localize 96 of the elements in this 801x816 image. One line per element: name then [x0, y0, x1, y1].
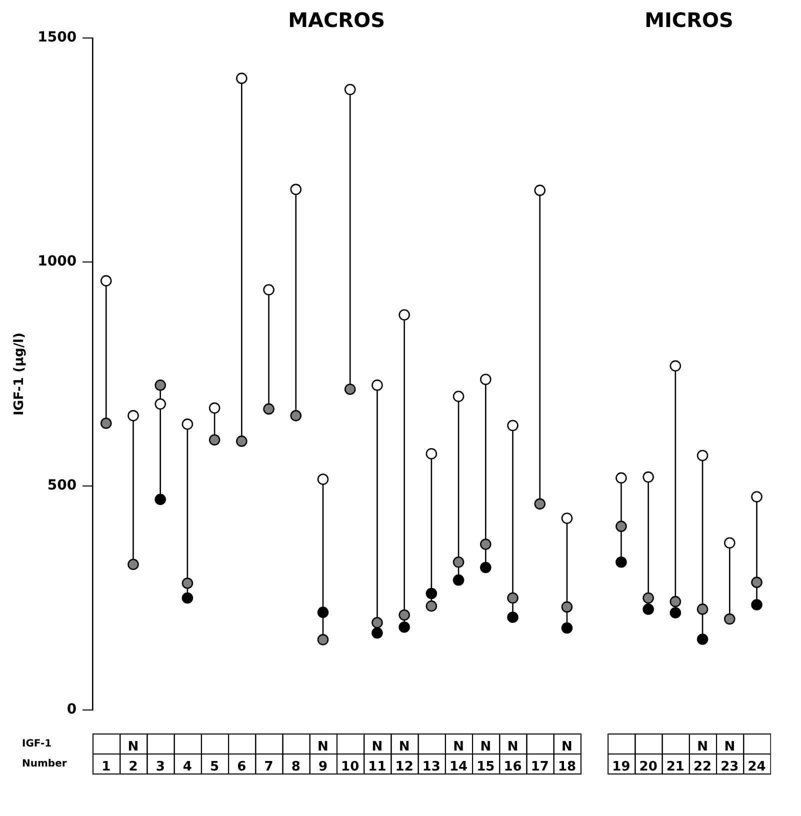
point: [208, 434, 220, 446]
point: [372, 380, 383, 391]
point: [751, 576, 762, 588]
point: [372, 616, 383, 628]
point: [398, 309, 410, 321]
text: MACROS: [288, 8, 385, 32]
x-tick-label: N 9: [318, 739, 328, 774]
x-tick-label: 6: [237, 759, 246, 774]
point: [290, 410, 302, 422]
point: [534, 184, 546, 196]
point: [263, 403, 274, 415]
point: [182, 418, 194, 430]
point: [317, 474, 329, 485]
point: [670, 596, 682, 608]
point: [534, 498, 546, 510]
y-tick-label: 1500: [38, 30, 77, 46]
point: [128, 410, 139, 422]
point: [128, 558, 139, 570]
x-tick-label: 5: [210, 759, 220, 774]
point: [317, 606, 329, 618]
point: [670, 360, 682, 372]
point: [344, 384, 356, 395]
text: MICROS: [644, 8, 734, 32]
point: [724, 613, 736, 625]
point: [642, 592, 654, 604]
point: [751, 599, 762, 610]
x-axis-title: Number: [22, 758, 67, 770]
point: [236, 72, 248, 84]
point: [182, 592, 194, 604]
point: [426, 600, 438, 612]
x-tick-label: N 11: [368, 739, 386, 774]
x-tick-label: N 18: [558, 739, 576, 774]
x-tick-label: N 16: [504, 739, 522, 774]
point: [616, 556, 627, 568]
x-tick-label: N 22: [693, 739, 712, 774]
y-axis-title: IGF-1 (µg/l): [12, 332, 28, 416]
point: [751, 491, 762, 502]
x-tick-label: 24: [748, 759, 766, 774]
x-tick-label: 4: [182, 759, 192, 774]
point: [696, 634, 708, 645]
point: [561, 601, 573, 613]
point: [154, 398, 166, 410]
point: [182, 578, 194, 589]
point: [561, 622, 573, 634]
x-tick-label: 3: [156, 759, 165, 774]
point: [100, 418, 112, 429]
y-tick-label: 500: [47, 478, 77, 494]
point: [154, 494, 166, 506]
point: [317, 634, 329, 646]
point: [452, 390, 464, 402]
x-tick-label: N 14: [450, 739, 468, 774]
text: IGF-1: [22, 738, 52, 750]
x-tick-label: 7: [264, 759, 274, 774]
point: [507, 612, 518, 623]
point: [426, 588, 438, 600]
point: [642, 471, 654, 483]
x-tick-label: 19: [612, 759, 630, 774]
point: [452, 574, 464, 586]
point: [426, 448, 438, 460]
point: [398, 609, 410, 621]
point: [290, 184, 302, 196]
point: [154, 380, 166, 391]
x-tick-label: 20: [639, 759, 658, 774]
point: [480, 562, 492, 574]
point: [616, 472, 627, 484]
point: [561, 512, 573, 524]
y-tick-label: 1000: [38, 254, 77, 270]
point: [263, 284, 274, 296]
x-tick-label: N 12: [395, 739, 414, 774]
point: [100, 275, 112, 286]
point: [452, 556, 464, 568]
point: [372, 627, 383, 639]
x-tick-label: N 15: [476, 739, 495, 774]
x-tick-label: 17: [530, 759, 549, 774]
x-tick-label: 10: [341, 759, 360, 774]
point: [398, 621, 410, 633]
point: [480, 538, 492, 550]
point: [507, 592, 518, 604]
point: [670, 607, 682, 618]
x-tick-label: N 2: [128, 739, 139, 774]
x-tick-label: 1: [102, 759, 111, 774]
x-tick-label: N 23: [720, 739, 739, 774]
point: [507, 420, 518, 432]
point: [696, 450, 708, 462]
point: [236, 436, 248, 447]
point: [724, 537, 736, 549]
point: [642, 604, 654, 615]
x-tick-label: 21: [666, 759, 684, 774]
x-tick-label: 13: [422, 759, 440, 774]
point: [208, 402, 220, 414]
point: [480, 374, 492, 386]
point: [696, 604, 708, 615]
y-tick-label: 0: [66, 702, 77, 718]
point: [616, 520, 627, 532]
x-tick-label: 8: [291, 759, 300, 774]
point: [344, 84, 356, 96]
